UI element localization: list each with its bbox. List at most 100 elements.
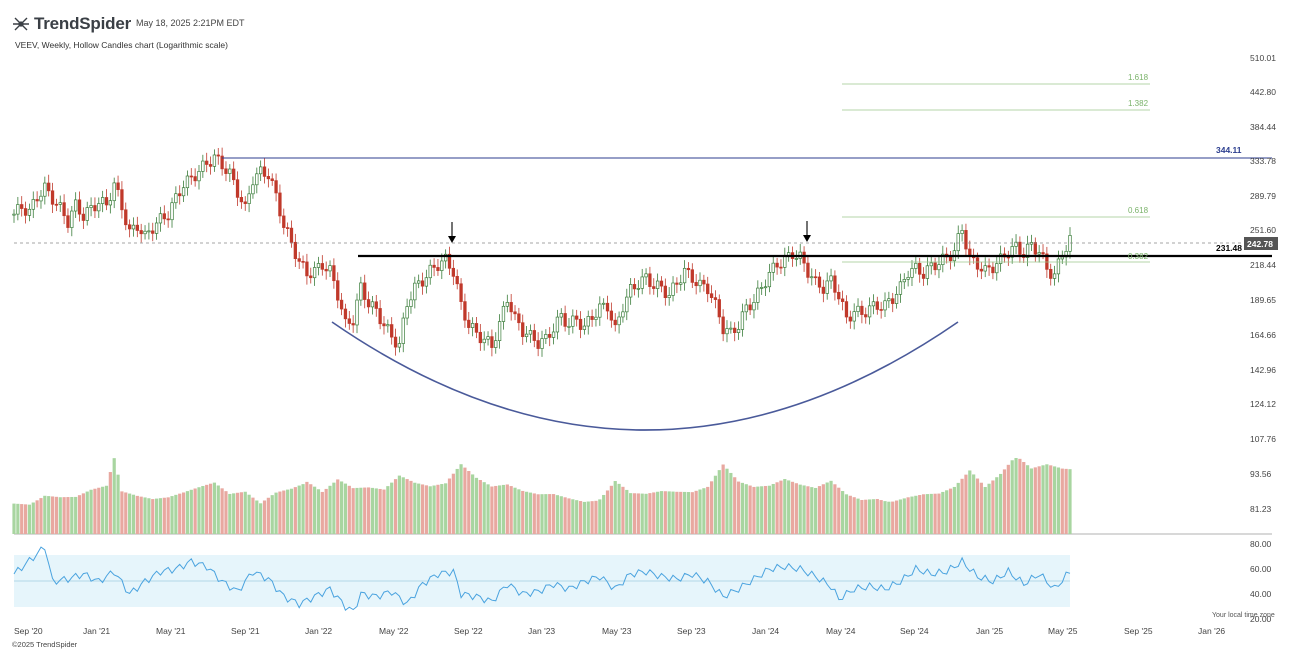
volume-bar: [251, 497, 255, 534]
volume-bar: [567, 498, 571, 534]
candle-down: [216, 154, 220, 157]
candle-down: [54, 203, 59, 206]
volume-bar: [605, 490, 610, 534]
candle-up: [740, 311, 745, 330]
volume-bar: [328, 485, 332, 534]
volume-bar: [332, 482, 336, 534]
volume-bar: [548, 494, 552, 534]
volume-bar: [197, 487, 201, 534]
volume-bar: [671, 491, 675, 534]
volume-bar: [794, 483, 798, 534]
volume-bar: [270, 495, 274, 534]
candle-down: [139, 230, 143, 235]
volume-bar: [663, 491, 667, 534]
volume-bar: [983, 486, 987, 534]
candle-down: [632, 284, 637, 290]
volume-bar: [725, 468, 729, 534]
arrow-down-icon: [803, 221, 811, 242]
candle-up: [316, 263, 321, 268]
candle-up: [251, 184, 255, 195]
volume-bar: [262, 500, 267, 534]
volume-bar: [309, 484, 313, 534]
volume-bar: [62, 497, 66, 534]
candle-up: [12, 213, 16, 216]
candle-down: [162, 213, 166, 220]
volume-bar: [128, 493, 132, 534]
volume-bar: [1068, 469, 1072, 534]
volume-bar: [181, 492, 186, 534]
volume-bar: [417, 483, 421, 534]
candle-down: [351, 323, 355, 326]
candle-up: [671, 282, 675, 296]
candle-up: [929, 262, 933, 267]
volume-bar: [77, 495, 82, 534]
volume-bar: [93, 488, 97, 534]
volume-bar: [929, 493, 933, 534]
candle-up: [810, 276, 814, 279]
candles: [12, 147, 1072, 357]
volume-bar: [316, 489, 321, 534]
volume-bar: [652, 492, 656, 534]
candle-down: [675, 282, 679, 285]
volume-bar: [286, 489, 290, 534]
volume-bar: [659, 491, 664, 534]
volume-bar: [1002, 469, 1007, 534]
volume-bar: [66, 497, 70, 534]
candle-up: [825, 280, 829, 294]
rsi-tick: 40.00: [1250, 589, 1272, 599]
volume-bar: [509, 486, 513, 534]
candle-up: [640, 276, 644, 289]
volume-bar: [232, 493, 236, 534]
volume-bar: [521, 490, 525, 534]
volume-bar: [428, 486, 432, 534]
candle-up: [181, 187, 186, 197]
volume-bar: [193, 488, 197, 534]
volume-bar: [81, 493, 85, 534]
candle-up: [501, 305, 506, 322]
volume-bar: [401, 477, 405, 534]
candle-up: [794, 258, 799, 260]
candle-up: [941, 253, 945, 265]
candle-down: [178, 193, 182, 197]
volume-bar: [613, 481, 617, 534]
candle-down: [690, 269, 694, 283]
volume-bar: [532, 493, 536, 534]
candle-up: [655, 280, 660, 289]
volume-bar: [31, 502, 35, 534]
volume-bar: [259, 503, 263, 534]
x-tick: May '22: [379, 626, 409, 636]
candle-down: [717, 299, 721, 318]
volume-bar: [968, 470, 972, 534]
arrow-down-icon: [448, 222, 456, 243]
candle-down: [47, 182, 51, 192]
candle-up: [89, 205, 93, 208]
candle-down: [802, 251, 806, 264]
candle-down: [1006, 256, 1010, 259]
volume-bar: [617, 483, 621, 534]
candle-down: [548, 334, 552, 338]
candle-down: [694, 282, 698, 287]
candle-down: [116, 182, 120, 190]
volume-bar: [879, 500, 883, 534]
volume-bar: [837, 487, 841, 534]
volume-bar: [733, 477, 737, 534]
candle-down: [702, 279, 706, 285]
candle-down: [891, 298, 895, 304]
volume-bar: [991, 480, 995, 534]
candle-up: [470, 323, 475, 328]
y-tick: 510.01: [1250, 53, 1276, 63]
volume-bar: [690, 492, 694, 534]
candle-up: [143, 230, 147, 235]
candle-down: [436, 267, 440, 271]
volume-bar: [1045, 464, 1049, 534]
volume-bar: [632, 493, 637, 534]
candle-up: [621, 311, 625, 318]
candle-up: [679, 282, 683, 285]
x-tick: Sep '25: [1124, 626, 1153, 636]
cup-pattern-curve[interactable]: [331, 321, 959, 431]
volume-bar: [440, 484, 444, 534]
candle-up: [97, 203, 101, 212]
candle-down: [609, 310, 614, 321]
candle-up: [887, 298, 891, 302]
